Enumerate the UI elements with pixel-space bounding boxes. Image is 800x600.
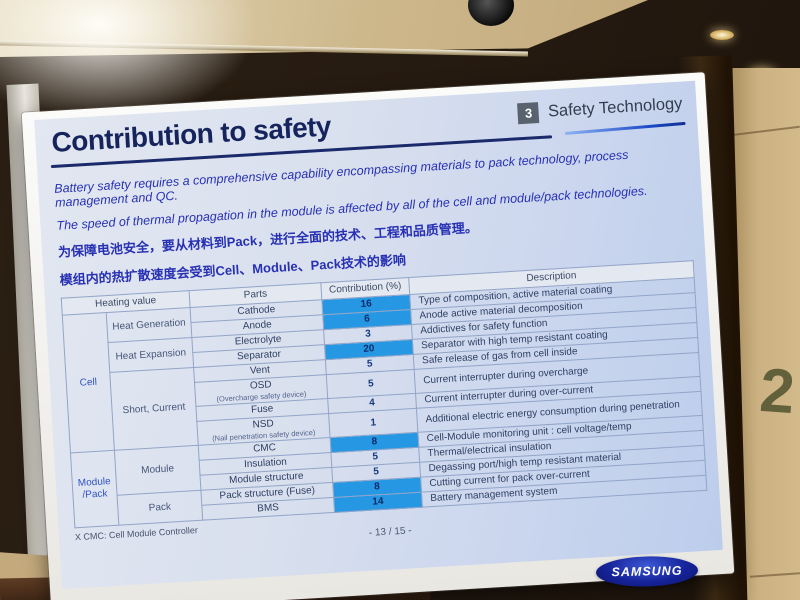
projection-screen: Contribution to safety 3 Safety Technolo… <box>21 72 735 600</box>
contribution-table: Heating value Parts Contribution (%) Des… <box>61 260 708 528</box>
wall-seam <box>749 572 800 578</box>
section-indicator: 3 Safety Technology <box>517 94 683 125</box>
subgroup-cell: Pack <box>117 490 203 526</box>
wall-number: 2 <box>757 355 797 428</box>
section-number-badge: 3 <box>517 102 540 125</box>
wall-seam <box>730 125 800 137</box>
group-cell: Module /Pack <box>70 450 119 528</box>
subgroup-cell: Module <box>114 445 201 496</box>
part-name: NSD <box>252 418 274 431</box>
samsung-logo: SAMSUNG <box>595 555 699 588</box>
section-label: Safety Technology <box>547 94 683 121</box>
part-name: OSD <box>249 379 272 392</box>
presentation-slide: Contribution to safety 3 Safety Technolo… <box>34 80 723 590</box>
subgroup-cell: Short, Current <box>109 367 199 451</box>
ceiling-light <box>710 30 734 40</box>
